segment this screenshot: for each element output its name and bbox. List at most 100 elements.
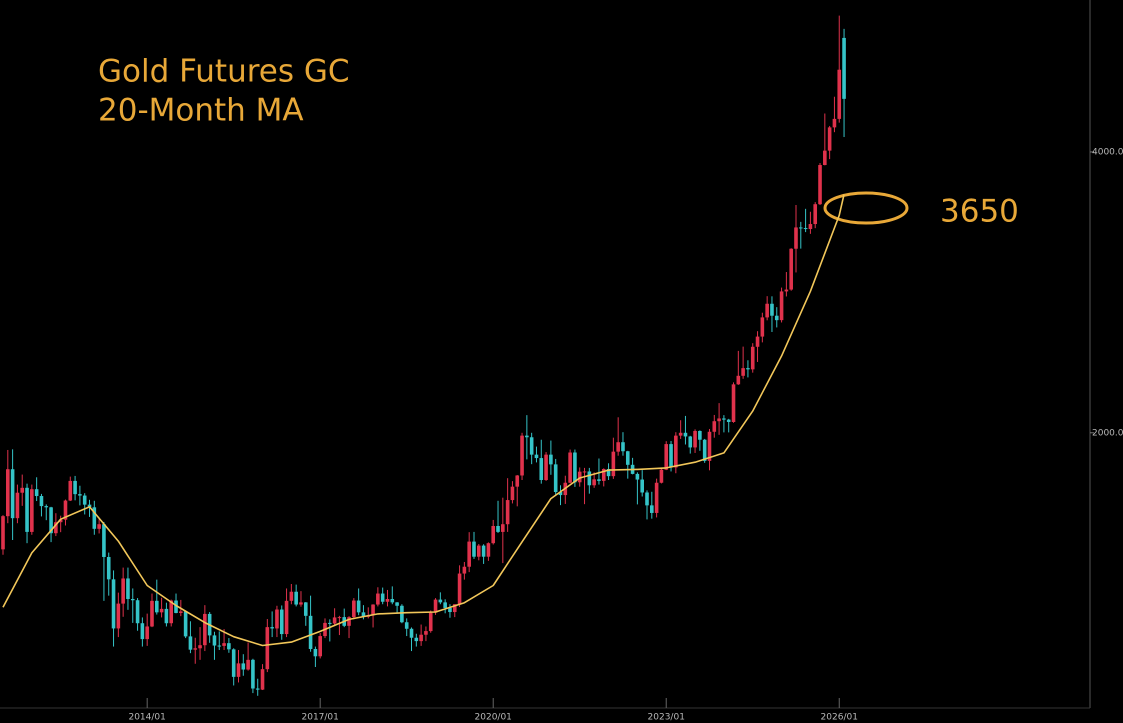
candle-body bbox=[731, 384, 736, 422]
candle-body bbox=[179, 611, 183, 613]
candle-body bbox=[299, 602, 303, 605]
candle-body bbox=[616, 442, 620, 452]
candle-body bbox=[106, 556, 111, 580]
candle-body bbox=[289, 591, 294, 601]
candle-body bbox=[712, 421, 717, 432]
candle-body bbox=[568, 452, 572, 483]
candle-body bbox=[582, 471, 587, 473]
candle-body bbox=[597, 479, 601, 481]
candle-body bbox=[116, 603, 121, 629]
candle-body bbox=[539, 458, 544, 481]
candle-body bbox=[313, 648, 318, 657]
candle-body bbox=[15, 492, 20, 519]
candle-body bbox=[611, 451, 616, 477]
candle-body bbox=[438, 599, 443, 603]
candle-body bbox=[58, 519, 63, 523]
y-tick-label: 2000.0 bbox=[1092, 428, 1123, 438]
candle-body bbox=[534, 454, 539, 459]
candle-body bbox=[428, 612, 433, 632]
candle-body bbox=[140, 623, 145, 640]
candle-body bbox=[515, 475, 520, 487]
candle-body bbox=[25, 487, 29, 532]
candle-body bbox=[789, 248, 793, 290]
candle-body bbox=[82, 495, 87, 505]
candle-body bbox=[121, 578, 125, 604]
candle-body bbox=[760, 317, 765, 337]
candle-body bbox=[236, 663, 241, 677]
candle-body bbox=[130, 599, 135, 601]
candle-body bbox=[260, 669, 265, 690]
candle-body bbox=[645, 492, 649, 506]
candle-body bbox=[400, 605, 404, 623]
candle-body bbox=[750, 346, 755, 370]
candle-body bbox=[241, 663, 246, 670]
candle-body bbox=[741, 368, 745, 376]
candle-body bbox=[549, 454, 553, 465]
candle-body bbox=[279, 609, 284, 635]
candle-body bbox=[678, 432, 683, 436]
candle-body bbox=[621, 442, 625, 452]
candle-body bbox=[601, 469, 606, 481]
candle-body bbox=[486, 543, 491, 557]
candle-body bbox=[174, 600, 178, 613]
candle-body bbox=[376, 593, 380, 605]
candle-body bbox=[361, 612, 366, 617]
candle-body bbox=[693, 430, 697, 448]
candle-body bbox=[294, 591, 298, 605]
candle-body bbox=[188, 636, 193, 650]
candle-body bbox=[813, 204, 818, 225]
x-tick-label: 2023/01 bbox=[648, 713, 685, 723]
candle-body bbox=[20, 487, 25, 493]
candle-body bbox=[92, 507, 97, 529]
candle-body bbox=[371, 604, 375, 616]
candle-body bbox=[409, 628, 414, 638]
candle-body bbox=[30, 489, 34, 532]
candle-body bbox=[529, 437, 534, 455]
candle-body bbox=[10, 469, 15, 519]
ma-line bbox=[2, 194, 845, 647]
candle-body bbox=[683, 432, 688, 437]
candle-body bbox=[832, 118, 837, 128]
candle-body bbox=[573, 452, 577, 483]
candle-body bbox=[73, 480, 77, 495]
candle-body bbox=[640, 479, 644, 493]
candle-body bbox=[472, 541, 476, 557]
candle-body bbox=[669, 444, 673, 468]
annotation: 3650 bbox=[940, 194, 1019, 230]
candle-body bbox=[520, 435, 524, 476]
candle-body bbox=[332, 617, 337, 624]
candle-body bbox=[448, 607, 452, 613]
candle-body bbox=[842, 37, 846, 99]
candle-body bbox=[150, 600, 154, 627]
candle-body bbox=[222, 643, 226, 646]
candle-body bbox=[774, 315, 779, 321]
candle-body bbox=[823, 150, 827, 166]
candle-body bbox=[587, 471, 592, 486]
candle-body bbox=[544, 454, 548, 481]
candle-body bbox=[698, 430, 702, 440]
chart-title: Gold Futures GC bbox=[98, 54, 350, 90]
candle-body bbox=[625, 451, 630, 465]
candle-body bbox=[505, 500, 510, 525]
candle-body bbox=[462, 566, 467, 574]
candle-body bbox=[39, 496, 44, 507]
candle-body bbox=[452, 604, 457, 613]
candle-body bbox=[765, 303, 769, 318]
candle-body bbox=[203, 613, 207, 646]
candle-body bbox=[424, 631, 428, 635]
candle-body bbox=[318, 636, 322, 657]
candle-body bbox=[6, 469, 10, 517]
candle-body bbox=[746, 368, 750, 370]
x-tick-label: 2020/01 bbox=[475, 713, 512, 723]
candle-body bbox=[164, 608, 169, 624]
candle-body bbox=[717, 418, 721, 422]
y-tick-label: 4000.0 bbox=[1092, 147, 1123, 157]
candle-body bbox=[650, 505, 654, 513]
candle-body bbox=[491, 525, 496, 544]
highlight-ellipse bbox=[823, 191, 909, 225]
candles bbox=[1, 15, 846, 696]
candle-body bbox=[44, 506, 49, 508]
candle-body bbox=[390, 599, 395, 603]
candle-body bbox=[467, 541, 471, 567]
candle-body bbox=[356, 600, 361, 613]
